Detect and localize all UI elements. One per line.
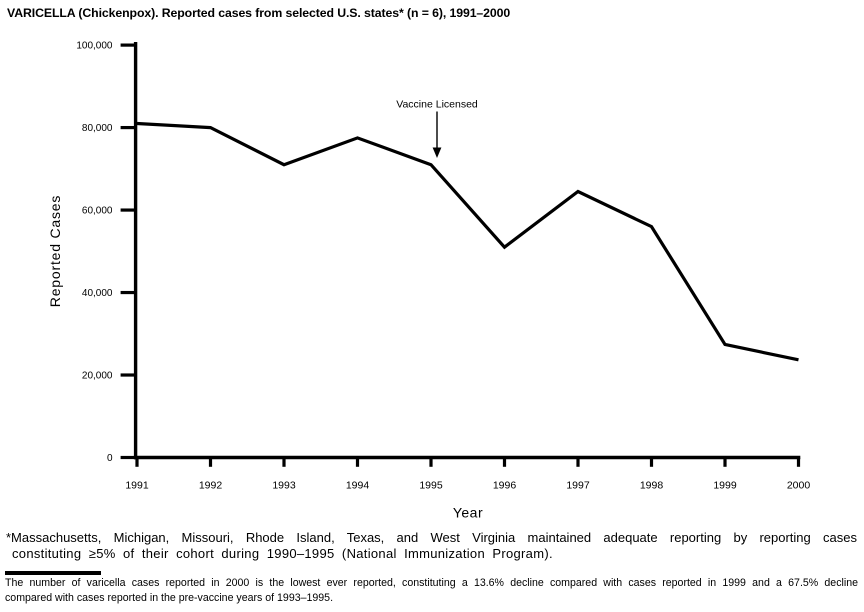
x-tick-label: 1994 [346,480,370,492]
x-tick-label: 1995 [419,480,443,492]
x-tick-label: 1997 [566,480,590,492]
x-tick-label: 1993 [272,480,296,492]
y-tick-label: 100,000 [76,41,113,52]
y-tick-label: 20,000 [82,371,113,382]
x-tick-label: 1999 [713,480,737,492]
x-tick-label: 1996 [493,480,517,492]
varicella-line-chart: 0 20,000 40,000 60,000 80,000 100,000 1991 1992… [47,41,811,521]
footnote-note-line1: The number of varicella cases reported i… [5,577,858,589]
y-tick-label: 0 [107,453,113,464]
x-axis-title: Year [453,505,483,521]
x-tick-label: 1992 [199,480,223,492]
data-line [136,121,799,362]
x-tick-label: 1991 [125,480,149,492]
y-tick-label: 40,000 [82,288,113,299]
y-axis-title: Reported Cases [47,195,63,307]
footnote-states: *Massachusetts, Michigan, Missouri, Rhod… [6,530,857,561]
y-tick-label: 80,000 [82,123,113,134]
footnote-states-line2: constituting ≥5% of their cohort during … [12,545,553,561]
annotation-arrowhead-icon [432,147,442,158]
footnote-note-line2: compared with cases reported in the pre-… [5,592,334,604]
x-tick-label: 1998 [640,480,664,492]
footnote-divider-rule [5,571,101,575]
y-tick-label: 60,000 [82,206,113,217]
x-tick-label: 2000 [787,480,811,492]
footnote-note: The number of varicella cases reported i… [5,576,858,606]
annotation-label: Vaccine Licensed [396,99,478,111]
chart-title: VARICELLA (Chickenpox). Reported cases f… [7,6,511,20]
footnote-states-line1: *Massachusetts, Michigan, Missouri, Rhod… [6,530,857,545]
